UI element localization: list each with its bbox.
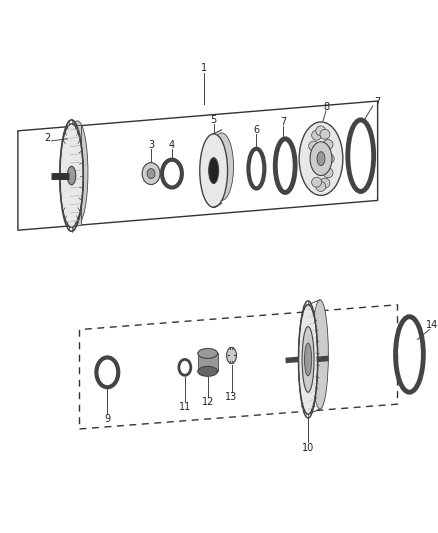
Circle shape [323,140,333,149]
Ellipse shape [226,348,237,364]
Circle shape [309,141,319,151]
Ellipse shape [299,305,318,414]
Ellipse shape [142,163,160,184]
Text: 1: 1 [201,63,207,73]
Text: 7: 7 [280,117,286,127]
Circle shape [324,154,334,164]
Polygon shape [71,124,81,227]
Circle shape [311,130,321,140]
Circle shape [316,182,326,191]
Text: 10: 10 [302,443,314,453]
Ellipse shape [67,166,76,185]
Ellipse shape [310,142,332,175]
Ellipse shape [208,158,219,183]
Ellipse shape [200,134,228,207]
Text: 8: 8 [323,102,329,112]
Text: 5: 5 [211,115,217,125]
Ellipse shape [210,133,233,200]
Text: 12: 12 [201,397,214,407]
Circle shape [311,177,321,187]
Circle shape [320,130,330,139]
Ellipse shape [317,152,325,166]
Text: 6: 6 [253,125,259,135]
Text: 2: 2 [45,133,51,143]
Ellipse shape [299,305,318,414]
Ellipse shape [198,366,218,376]
Ellipse shape [60,124,83,227]
Polygon shape [214,130,222,135]
Ellipse shape [299,122,343,196]
Ellipse shape [198,349,218,358]
Ellipse shape [312,300,328,409]
Ellipse shape [67,121,88,224]
Text: 7: 7 [374,97,381,107]
Ellipse shape [302,327,314,392]
Ellipse shape [60,124,83,227]
Text: 13: 13 [226,392,238,402]
Circle shape [323,168,333,178]
Polygon shape [214,203,222,207]
Circle shape [320,178,330,188]
Circle shape [316,126,326,136]
Text: 11: 11 [179,402,191,412]
Ellipse shape [304,343,312,376]
Ellipse shape [147,168,155,179]
Text: 9: 9 [104,414,110,424]
Text: 3: 3 [148,140,154,150]
Text: 14: 14 [426,320,438,329]
Polygon shape [198,353,218,372]
Text: 4: 4 [169,140,175,150]
